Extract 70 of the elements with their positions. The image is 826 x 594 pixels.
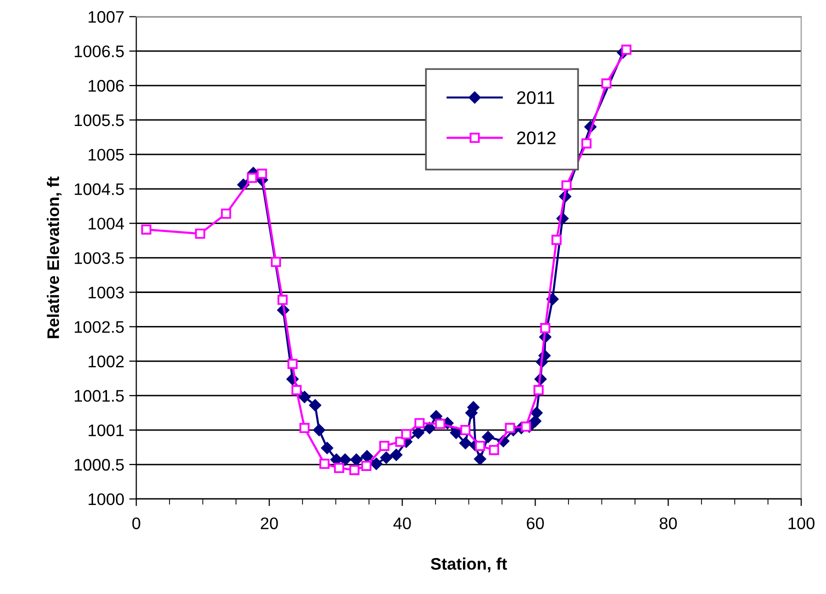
point	[298, 390, 311, 404]
point	[256, 168, 268, 179]
point	[380, 452, 392, 464]
point	[520, 422, 532, 432]
point	[540, 323, 550, 334]
point	[414, 418, 425, 428]
point	[246, 172, 258, 183]
point	[460, 424, 470, 436]
y-axis-title: Relative Elevation, ft	[46, 176, 62, 338]
point	[581, 138, 592, 148]
y-tick-label: 1007	[88, 11, 124, 23]
y-tick-label: 1002	[88, 356, 124, 368]
y-tick-label: 1006	[88, 80, 124, 92]
x-tick-label: 80	[660, 517, 677, 530]
point	[350, 454, 362, 466]
y-tick-label: 1006.5	[74, 45, 124, 58]
point	[474, 452, 486, 466]
legend-label: 2011	[517, 91, 554, 104]
x-tick-label: 20	[260, 517, 278, 530]
y-tick-label: 1005	[88, 148, 124, 161]
point	[278, 294, 288, 305]
y-tick-label: 1001.5	[74, 390, 124, 402]
point	[534, 385, 544, 396]
point	[360, 450, 374, 462]
point	[561, 180, 572, 191]
point	[395, 436, 406, 447]
point	[291, 385, 302, 396]
point	[321, 442, 334, 454]
point	[379, 440, 390, 451]
x-tick-label: 60	[526, 517, 544, 530]
point	[313, 424, 326, 436]
y-tick-label: 1002.5	[74, 321, 124, 333]
point	[504, 422, 516, 434]
point	[370, 458, 382, 470]
y-tick-label: 1004.5	[74, 183, 124, 196]
point	[401, 429, 412, 440]
y-tick-label: 1000	[88, 493, 124, 506]
point	[601, 78, 612, 89]
point	[482, 430, 494, 444]
point	[435, 418, 446, 429]
y-tick-label: 1001	[88, 424, 124, 436]
y-tick-label: 1005.5	[74, 114, 124, 126]
y-tick-label: 1004	[88, 218, 124, 230]
y-tick-label: 1003.5	[74, 252, 124, 264]
y-tick-label: 1000.5	[74, 458, 124, 471]
point	[319, 458, 330, 469]
point	[141, 224, 152, 235]
point	[287, 358, 298, 369]
point	[390, 448, 402, 461]
point	[474, 440, 486, 451]
point	[361, 460, 372, 471]
point	[349, 464, 360, 476]
point	[621, 44, 632, 55]
x-tick-label: 0	[132, 517, 140, 530]
point	[220, 208, 232, 219]
x-axis-title: Station, ft	[430, 558, 507, 572]
y-tick-label: 1003	[88, 286, 124, 298]
legend-label: 2012	[517, 132, 556, 144]
x-tick-label: 100	[788, 517, 814, 530]
point	[530, 406, 543, 419]
point	[412, 426, 424, 439]
point	[551, 234, 562, 245]
point	[309, 399, 322, 412]
point	[334, 462, 344, 474]
point	[299, 422, 310, 434]
point	[459, 437, 472, 450]
x-tick-label: 40	[393, 517, 411, 530]
point	[195, 228, 206, 239]
point	[270, 256, 281, 267]
point	[488, 444, 500, 456]
